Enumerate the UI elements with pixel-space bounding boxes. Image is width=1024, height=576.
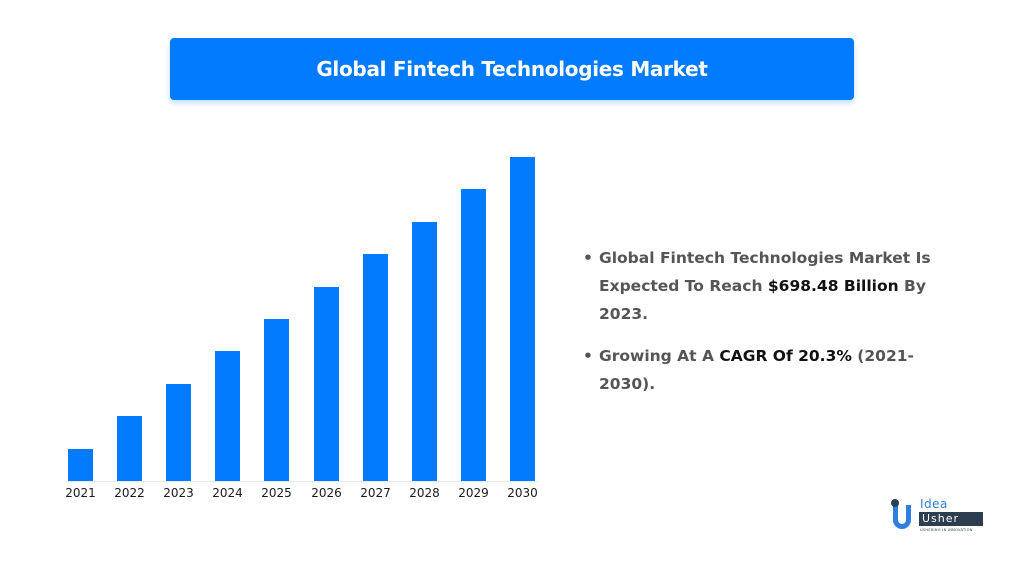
key-fact-market-size: • Global Fintech Technologies Market Is … bbox=[582, 244, 962, 328]
x-tick-label: 2029 bbox=[458, 486, 489, 500]
logo-dot-icon bbox=[891, 499, 899, 507]
bar-2029 bbox=[461, 189, 486, 481]
x-tick-label: 2023 bbox=[163, 486, 194, 500]
bullet-text: Global Fintech Technologies Market Is Ex… bbox=[599, 249, 931, 295]
cagr-highlight: CAGR Of 20.3% bbox=[719, 347, 852, 365]
key-facts-list: • Global Fintech Technologies Market Is … bbox=[582, 244, 962, 412]
bullet-text: (2021-2030). bbox=[599, 347, 914, 393]
logo-u-icon bbox=[893, 505, 911, 529]
x-tick-label: 2028 bbox=[409, 486, 440, 500]
logo-idea-text: Idea bbox=[920, 497, 948, 511]
bar-chart: 2021 2022 2023 2024 2025 2026 2027 2028 2029 2030 bbox=[0, 0, 560, 520]
x-tick-label: 2025 bbox=[261, 486, 292, 500]
idea-usher-logo: Idea Usher USHERING IN INNOVATION bbox=[890, 497, 986, 535]
bullet-text: Growing At A bbox=[599, 347, 720, 365]
logo-usher-text: Usher bbox=[919, 512, 983, 526]
bullet-icon: • bbox=[583, 347, 593, 365]
bar-2028 bbox=[412, 222, 437, 481]
bullet-text: By 2023. bbox=[599, 277, 926, 323]
bar-2026 bbox=[314, 287, 339, 481]
bar-2030 bbox=[510, 157, 535, 481]
x-tick-label: 2024 bbox=[212, 486, 243, 500]
bar-2027 bbox=[363, 254, 388, 481]
bullet-icon: • bbox=[583, 249, 593, 267]
key-fact-cagr: • Growing At A CAGR Of 20.3% (2021-2030)… bbox=[582, 342, 962, 398]
x-tick-label: 2027 bbox=[360, 486, 391, 500]
title-banner: Global Fintech Technologies Market bbox=[170, 38, 854, 100]
bar-2023 bbox=[166, 384, 191, 481]
bar-2022 bbox=[117, 416, 142, 481]
logo-tagline: USHERING IN INNOVATION bbox=[920, 528, 973, 532]
x-tick-label: 2021 bbox=[65, 486, 96, 500]
bar-2021 bbox=[68, 449, 93, 481]
bar-2024 bbox=[215, 351, 240, 481]
x-axis-baseline bbox=[66, 481, 538, 482]
x-tick-label: 2022 bbox=[114, 486, 145, 500]
chart-title: Global Fintech Technologies Market bbox=[316, 57, 708, 81]
x-tick-label: 2030 bbox=[507, 486, 538, 500]
market-value-highlight: $698.48 Billion bbox=[767, 277, 899, 295]
x-tick-label: 2026 bbox=[311, 486, 342, 500]
bar-2025 bbox=[264, 319, 289, 481]
